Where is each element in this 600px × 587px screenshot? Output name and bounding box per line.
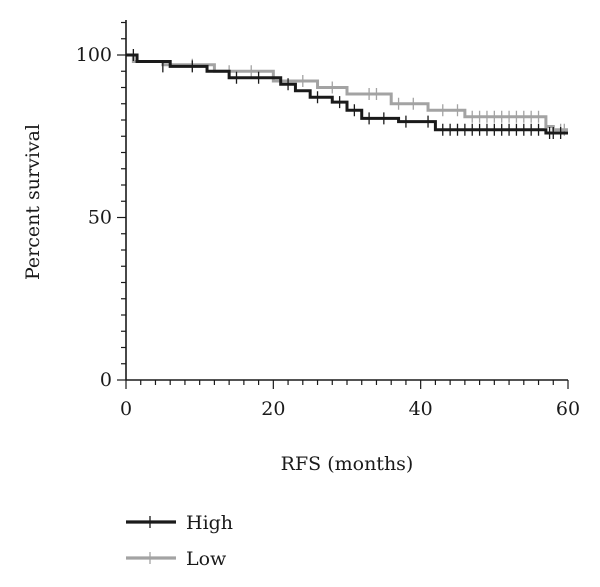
x-tick-label: 60 [556, 398, 580, 420]
x-axis-label: RFS (months) [281, 453, 414, 475]
x-tick-label: 40 [409, 398, 433, 420]
high-survival-curve [126, 53, 568, 135]
x-tick-label: 0 [120, 398, 132, 420]
axes: 0 50 100 0 20 40 60 [76, 20, 580, 420]
x-tick-label: 20 [261, 398, 285, 420]
legend: High Low [126, 512, 233, 570]
y-tick-label: 0 [100, 369, 112, 391]
legend-label-low: Low [186, 548, 227, 570]
legend-label-high: High [186, 512, 233, 534]
y-tick-label: 50 [88, 207, 112, 229]
y-tick-label: 100 [76, 44, 112, 66]
y-axis-label: Percent survival [22, 124, 44, 280]
series-layer [126, 49, 568, 139]
